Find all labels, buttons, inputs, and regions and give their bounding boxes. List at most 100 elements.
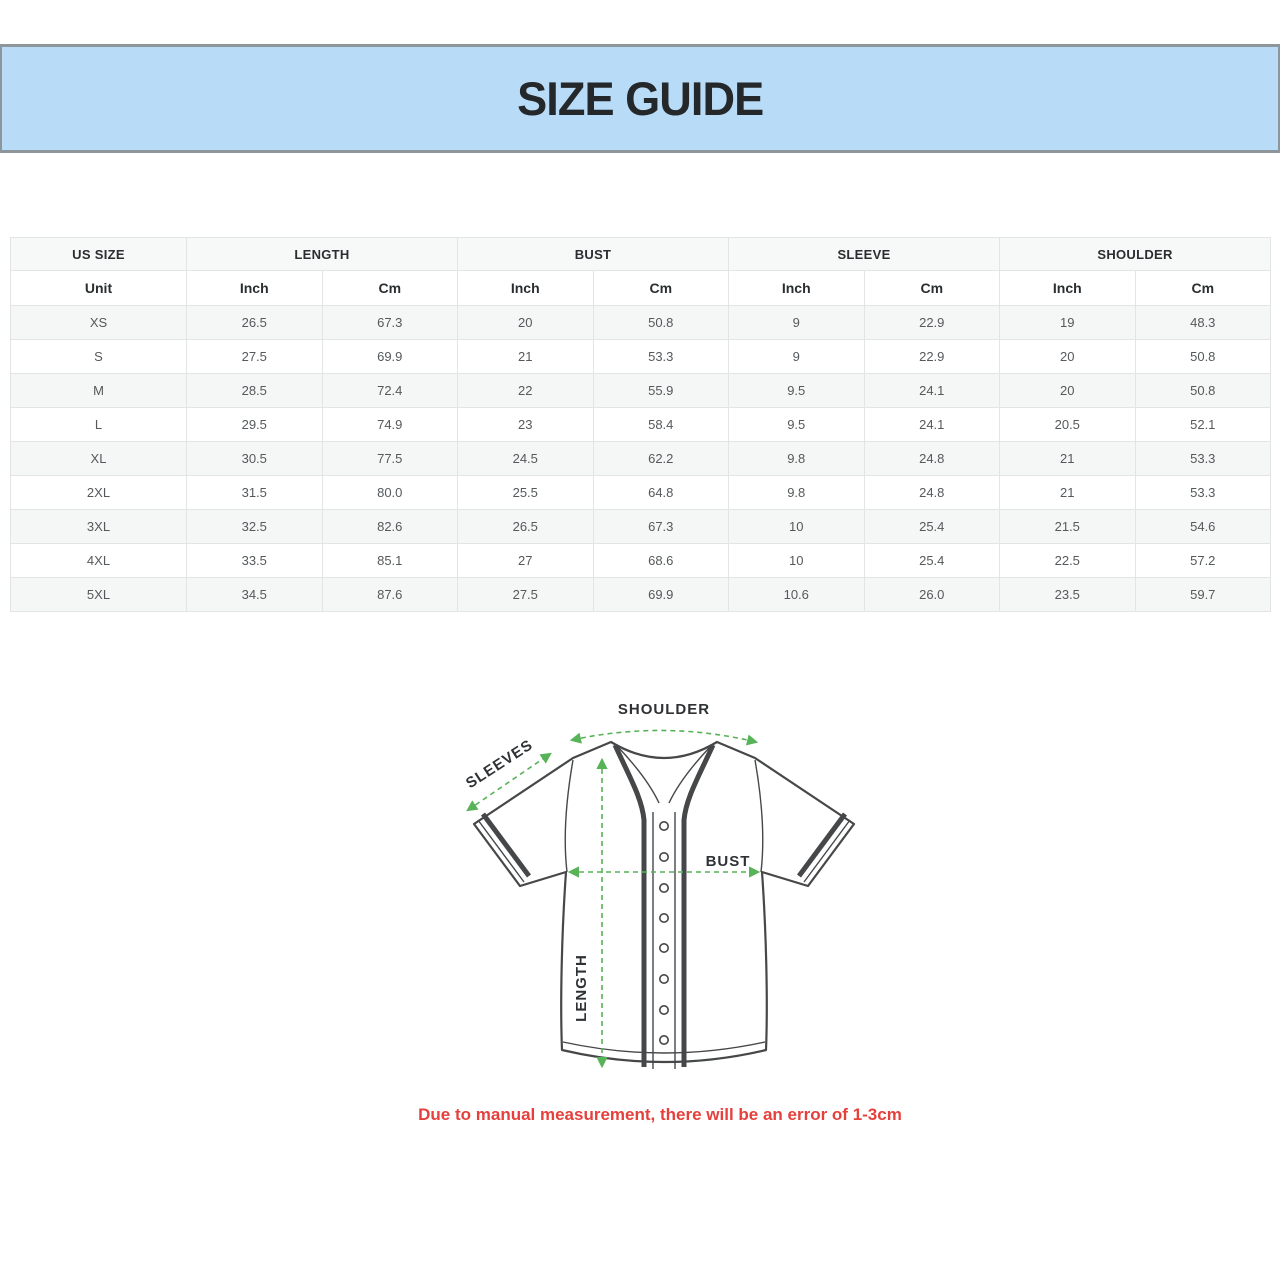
table-row: XL 30.5 77.5 24.5 62.2 9.8 24.8 21 53.3: [10, 441, 1272, 476]
length-label: LENGTH: [573, 954, 590, 1022]
size-guide-banner: SIZE GUIDE: [0, 44, 1280, 153]
jersey-diagram-svg: SHOULDER SLEEVES BUST LENGTH: [463, 701, 856, 1069]
button: [659, 883, 670, 894]
measurement-cell: 30.5: [186, 441, 323, 476]
collar-right-edge: [668, 746, 711, 804]
measurement-cell: 22.9: [863, 305, 1001, 340]
table-row: 2XL 31.5 80.0 25.5 64.8 9.8 24.8 21 53.3: [10, 475, 1272, 510]
button: [659, 852, 670, 863]
measurement-cell: 28.5: [186, 373, 323, 408]
measurement-disclaimer: Due to manual measurement, there will be…: [418, 1105, 902, 1124]
table-row: L 29.5 74.9 23 58.4 9.5 24.1 20.5 52.1: [10, 407, 1272, 442]
button: [659, 821, 670, 832]
measurement-cell: 26.5: [457, 509, 594, 544]
measurement-cell: 22.5: [999, 543, 1136, 578]
button: [659, 942, 670, 953]
measurement-cell: 80.0: [321, 475, 458, 510]
measurement-cell: 20: [999, 373, 1136, 408]
measurement-cell: 69.9: [321, 339, 458, 374]
measurement-cell: 33.5: [186, 543, 323, 578]
collar-left-edge: [617, 746, 660, 804]
size-cell: 2XL: [10, 475, 187, 510]
measurement-cell: 9.8: [728, 475, 865, 510]
measurement-cell: 24.8: [863, 441, 1001, 476]
measurement-cell: 31.5: [186, 475, 323, 510]
column-group-header: SHOULDER: [999, 237, 1272, 271]
size-cell: M: [10, 373, 187, 408]
size-cell: S: [10, 339, 187, 374]
measurement-cell: 50.8: [592, 305, 729, 340]
size-table-body: XS 26.5 67.3 20 50.8 9 22.9 19 48.3 S 27.5 69.9 21 53…: [10, 305, 1272, 612]
column-group-header: US SIZE: [10, 237, 187, 271]
measurement-cell: 9: [728, 339, 865, 374]
column-group-header: SLEEVE: [727, 237, 1001, 271]
measurement-cell: 32.5: [186, 509, 323, 544]
table-row: S 27.5 69.9 21 53.3 9 22.9 20 50.8: [10, 339, 1272, 374]
table-row: 5XL 34.5 87.6 27.5 69.9 10.6 26.0 23.5 59.7: [10, 577, 1272, 612]
measurement-cell: 50.8: [1134, 339, 1272, 374]
unit-header-cell: Cm: [592, 270, 729, 306]
measurement-cell: 21.5: [999, 509, 1136, 544]
measurement-cell: 27.5: [186, 339, 323, 374]
unit-header-cell: Unit: [10, 270, 187, 306]
measurement-cell: 20: [999, 339, 1136, 374]
unit-header-cell: Cm: [321, 270, 458, 306]
measurement-cell: 23: [457, 407, 594, 442]
measurement-cell: 20.5: [999, 407, 1136, 442]
measurement-cell: 24.1: [863, 373, 1001, 408]
measurement-cell: 62.2: [592, 441, 729, 476]
measurement-cell: 50.8: [1134, 373, 1272, 408]
column-group-header-row: US SIZE LENGTH BUST SLEEVE SHOULDER: [10, 237, 1272, 271]
measurement-cell: 55.9: [592, 373, 729, 408]
measurement-cell: 82.6: [321, 509, 458, 544]
measurement-cell: 72.4: [321, 373, 458, 408]
measurement-cell: 48.3: [1134, 305, 1272, 340]
measurement-cell: 9.5: [728, 407, 865, 442]
left-armhole-seam: [564, 759, 574, 873]
bust-label: BUST: [706, 853, 751, 870]
size-cell: 5XL: [10, 577, 187, 612]
right-cuff-line: [803, 819, 851, 883]
button-column: [659, 821, 670, 1045]
table-row: 3XL 32.5 82.6 26.5 67.3 10 25.4 21.5 54.6: [10, 509, 1272, 544]
measurement-cell: 21: [457, 339, 594, 374]
measurement-cell: 59.7: [1134, 577, 1272, 612]
measurement-cell: 68.6: [592, 543, 729, 578]
unit-header-cell: Cm: [1134, 270, 1272, 306]
size-cell: XL: [10, 441, 187, 476]
measurement-cell: 87.6: [321, 577, 458, 612]
table-row: 4XL 33.5 85.1 27 68.6 10 25.4 22.5 57.2: [10, 543, 1272, 578]
measurement-cell: 58.4: [592, 407, 729, 442]
measurement-cell: 10.6: [728, 577, 865, 612]
measurement-cell: 25.5: [457, 475, 594, 510]
measurement-cell: 20: [457, 305, 594, 340]
measurement-cell: 53.3: [1134, 441, 1272, 476]
measurement-cell: 21: [999, 441, 1136, 476]
measurement-cell: 10: [728, 543, 865, 578]
size-cell: XS: [10, 305, 187, 340]
measurement-cell: 29.5: [186, 407, 323, 442]
measurement-cell: 24.8: [863, 475, 1001, 510]
measurement-cell: 27.5: [457, 577, 594, 612]
column-group-header: LENGTH: [186, 237, 458, 271]
measurement-cell: 53.3: [592, 339, 729, 374]
button: [659, 913, 670, 924]
measurement-cell: 9: [728, 305, 865, 340]
sleeves-label: SLEEVES: [463, 736, 536, 792]
shoulder-label: SHOULDER: [618, 701, 710, 718]
measurement-cell: 26.5: [186, 305, 323, 340]
left-cuff-line: [477, 819, 525, 883]
measurement-cell: 85.1: [321, 543, 458, 578]
measurement-cell: 54.6: [1134, 509, 1272, 544]
measurement-cell: 52.1: [1134, 407, 1272, 442]
left-placket-band: [612, 743, 647, 1067]
measurement-cell: 27: [457, 543, 594, 578]
unit-header-cell: Inch: [728, 270, 865, 306]
size-cell: 4XL: [10, 543, 187, 578]
measurement-cell: 67.3: [592, 509, 729, 544]
measurement-cell: 77.5: [321, 441, 458, 476]
shoulder-measure-arrow: [569, 729, 759, 746]
size-cell: 3XL: [10, 509, 187, 544]
measurement-cell: 74.9: [321, 407, 458, 442]
measurement-cell: 67.3: [321, 305, 458, 340]
